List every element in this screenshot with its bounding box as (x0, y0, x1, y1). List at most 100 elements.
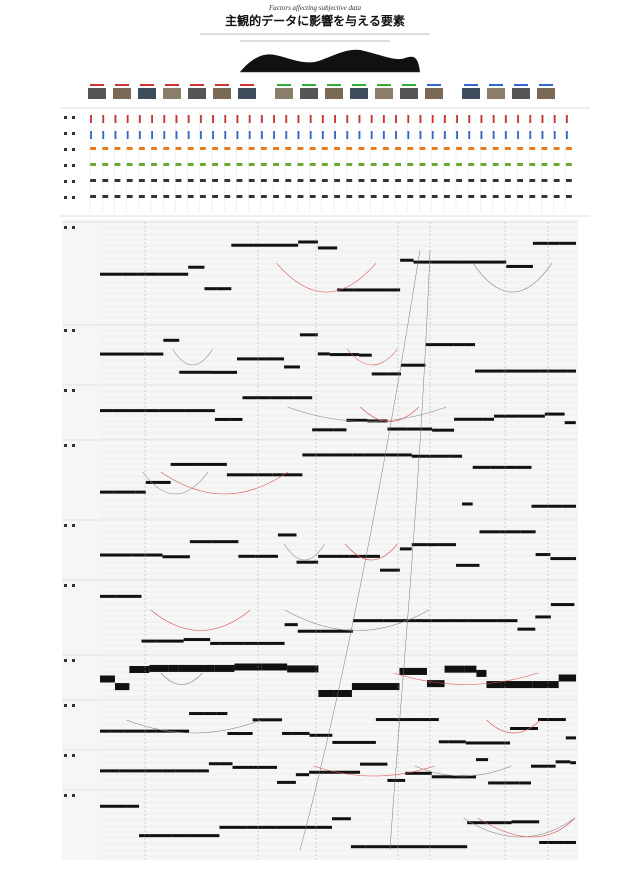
step-bar (162, 555, 189, 558)
step-bar (512, 820, 540, 823)
step-bar (570, 761, 576, 764)
cell-mark (371, 163, 377, 166)
cell-mark (395, 195, 401, 198)
cell-mark (310, 163, 316, 166)
cell-mark (249, 195, 255, 198)
step-bar (516, 466, 531, 469)
row-key (72, 180, 75, 183)
cell-mark (322, 147, 328, 150)
cell-mark (529, 131, 531, 139)
cell-mark (346, 147, 352, 150)
step-bar (300, 333, 318, 336)
cell-mark (383, 179, 389, 182)
step-bar (473, 466, 491, 469)
step-bar (296, 773, 309, 776)
cell-mark (114, 195, 120, 198)
step-bar (333, 690, 351, 697)
thumbnail (350, 88, 368, 99)
cell-mark (468, 163, 474, 166)
cell-mark (358, 179, 364, 182)
cell-mark (249, 147, 255, 150)
cell-mark (273, 163, 279, 166)
title-en: Factors affecting subjective data (268, 4, 361, 12)
cell-mark (163, 179, 169, 182)
cell-mark (505, 131, 507, 139)
cell-mark (90, 195, 96, 198)
step-bar (157, 481, 171, 484)
step-bar (100, 554, 131, 557)
step-bar (197, 463, 227, 466)
cell-mark (127, 147, 133, 150)
thumbnail (188, 88, 206, 99)
step-bar (211, 371, 237, 374)
cell-mark (261, 131, 263, 139)
step-bar (337, 555, 350, 558)
cell-mark (395, 115, 397, 123)
step-bar (535, 615, 551, 618)
cell-mark (383, 131, 385, 139)
cell-mark (175, 131, 177, 139)
thumb-label (302, 84, 316, 86)
cell-mark (139, 163, 145, 166)
step-bar (332, 817, 351, 820)
step-bar (197, 769, 209, 772)
cell-mark (90, 131, 92, 139)
cell-mark (566, 179, 572, 182)
subtitle-line (200, 33, 430, 35)
band-key (72, 329, 75, 332)
cell-mark (90, 163, 96, 166)
step-bar (476, 670, 486, 677)
cell-mark (322, 179, 328, 182)
cell-mark (261, 147, 267, 150)
step-bar (468, 619, 496, 622)
cell-mark (517, 179, 523, 182)
cell-mark (566, 115, 568, 123)
cell-mark (224, 179, 230, 182)
cell-mark (419, 131, 421, 139)
thumbnail (512, 88, 530, 99)
step-bar (133, 769, 149, 772)
cell-mark (90, 115, 92, 123)
cell-mark (285, 115, 287, 123)
cell-mark (480, 179, 486, 182)
cell-mark (554, 195, 560, 198)
cell-mark (334, 163, 340, 166)
step-bar (506, 265, 533, 268)
step-bar (188, 266, 204, 269)
step-bar (362, 741, 376, 744)
cell-mark (188, 179, 194, 182)
step-bar (205, 712, 217, 715)
cell-mark (517, 147, 523, 150)
thumb-label (115, 84, 129, 86)
step-bar (462, 261, 491, 264)
band-key (64, 704, 67, 707)
step-bar (253, 718, 282, 721)
step-bar (427, 543, 438, 546)
band-key (64, 389, 67, 392)
cell-mark (529, 195, 535, 198)
step-bar (100, 353, 128, 356)
cell-mark (517, 163, 523, 166)
cell-mark (334, 115, 336, 123)
step-bar (148, 769, 162, 772)
step-bar (292, 732, 309, 735)
band-key (72, 659, 75, 662)
step-bar (400, 547, 412, 550)
row-key (64, 164, 67, 167)
step-bar (308, 630, 321, 633)
thumbnail (88, 88, 106, 99)
cell-mark (163, 147, 169, 150)
cell-mark (127, 195, 133, 198)
cell-mark (163, 163, 169, 166)
cell-mark (493, 179, 499, 182)
cell-mark (566, 131, 568, 139)
step-bar (262, 663, 287, 670)
cell-mark (505, 179, 511, 182)
cell-mark (358, 115, 360, 123)
band-key (72, 226, 75, 229)
cell-mark (114, 115, 116, 123)
step-bar (271, 396, 294, 399)
step-bar (336, 771, 360, 774)
cell-mark (139, 115, 141, 123)
step-bar (427, 680, 445, 687)
